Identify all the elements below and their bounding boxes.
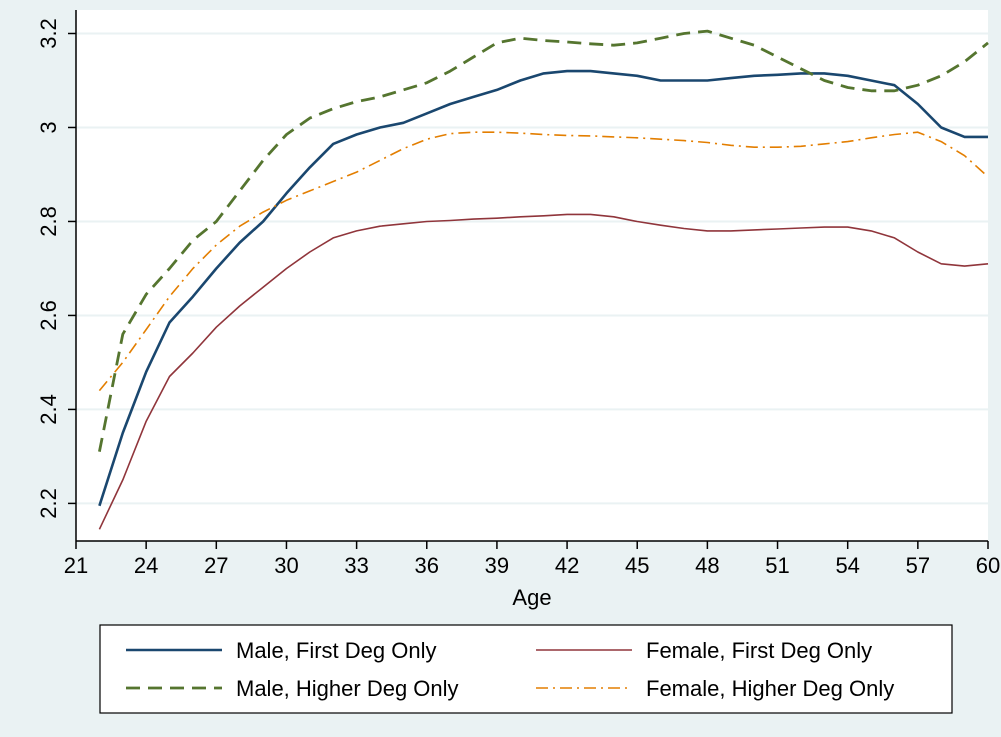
series-lines — [98, 29, 989, 530]
x-tick-label: 60 — [976, 553, 1000, 578]
x-tick-label: 51 — [765, 553, 789, 578]
series-line-3 — [98, 29, 989, 452]
y-tick-label: 2.4 — [36, 394, 61, 425]
x-tick-label: 24 — [134, 553, 158, 578]
series-line-4 — [98, 131, 989, 392]
y-tick-label: 2.6 — [36, 300, 61, 331]
y-tick-label: 2.8 — [36, 206, 61, 237]
legend-label-3: Male, Higher Deg Only — [236, 676, 459, 701]
legend-label-1: Male, First Deg Only — [236, 638, 437, 663]
x-tick-label: 42 — [555, 553, 579, 578]
x-tick-label: 57 — [906, 553, 930, 578]
x-tick-label: 33 — [344, 553, 368, 578]
legend: Male, First Deg Only Female, First Deg On… — [126, 638, 894, 701]
grid-lines — [76, 32, 988, 505]
legend-box — [99, 624, 953, 714]
x-tick-label: 54 — [835, 553, 859, 578]
y-tick-label: 3 — [36, 121, 61, 133]
axis-ticks: 2.2 2.4 2.6 2.8 3 3.2 21 24 27 30 33 36 39 42 45 48 51 54… — [36, 18, 1000, 578]
y-tick-label: 3.2 — [36, 18, 61, 49]
series-line-2 — [98, 213, 989, 530]
x-tick-label: 39 — [485, 553, 509, 578]
x-tick-label: 27 — [204, 553, 228, 578]
x-tick-label: 48 — [695, 553, 719, 578]
series-line-1 — [98, 69, 988, 507]
x-tick-label: 36 — [415, 553, 439, 578]
x-tick-label: 45 — [625, 553, 649, 578]
plot-area — [76, 10, 988, 541]
x-tick-label: 21 — [64, 553, 88, 578]
x-axis-title: Age — [512, 585, 551, 610]
x-tick-label: 30 — [274, 553, 298, 578]
y-tick-label: 2.2 — [36, 488, 61, 519]
legend-label-2: Female, First Deg Only — [646, 638, 872, 663]
legend-label-4: Female, Higher Deg Only — [646, 676, 894, 701]
